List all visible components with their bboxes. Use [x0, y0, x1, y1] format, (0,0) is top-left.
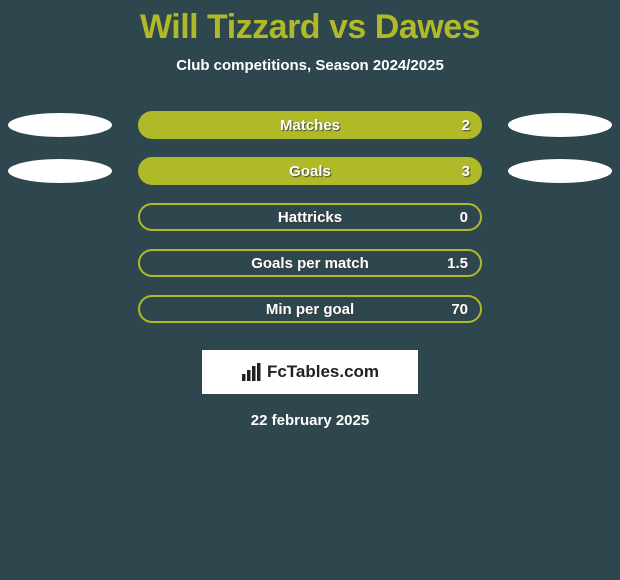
- right-ellipse: [508, 159, 612, 183]
- logo-box: FcTables.com: [202, 350, 418, 394]
- stat-bar-goals: Goals 3: [138, 157, 482, 185]
- stat-bar-goals-per-match: Goals per match 1.5: [138, 249, 482, 277]
- right-ellipse: [508, 113, 612, 137]
- stat-label: Matches: [280, 117, 340, 134]
- logo: FcTables.com: [241, 362, 379, 382]
- stat-label: Goals per match: [251, 255, 369, 272]
- left-ellipse: [8, 159, 112, 183]
- stat-row: Min per goal 70: [0, 286, 620, 332]
- stat-label: Min per goal: [266, 301, 354, 318]
- date-text: 22 february 2025: [0, 412, 620, 429]
- stat-bar-hattricks: Hattricks 0: [138, 203, 482, 231]
- stat-row: Matches 2: [0, 102, 620, 148]
- subtitle: Club competitions, Season 2024/2025: [0, 57, 620, 74]
- stat-value: 3: [462, 163, 470, 180]
- comparison-card: Will Tizzard vs Dawes Club competitions,…: [0, 0, 620, 429]
- stat-label: Goals: [289, 163, 331, 180]
- stat-bar-min-per-goal: Min per goal 70: [138, 295, 482, 323]
- stat-value: 0: [460, 209, 468, 226]
- stat-bar-matches: Matches 2: [138, 111, 482, 139]
- page-title: Will Tizzard vs Dawes: [0, 8, 620, 47]
- stats-rows: Matches 2 Goals 3 Hattricks 0 Goals per …: [0, 102, 620, 332]
- stat-row: Goals per match 1.5: [0, 240, 620, 286]
- logo-text: FcTables.com: [267, 362, 379, 382]
- stat-value: 2: [462, 117, 470, 134]
- stat-row: Goals 3: [0, 148, 620, 194]
- stat-label: Hattricks: [278, 209, 342, 226]
- stat-value: 70: [451, 301, 468, 318]
- left-ellipse: [8, 113, 112, 137]
- stat-row: Hattricks 0: [0, 194, 620, 240]
- bars-icon: [241, 363, 263, 381]
- stat-value: 1.5: [447, 255, 468, 272]
